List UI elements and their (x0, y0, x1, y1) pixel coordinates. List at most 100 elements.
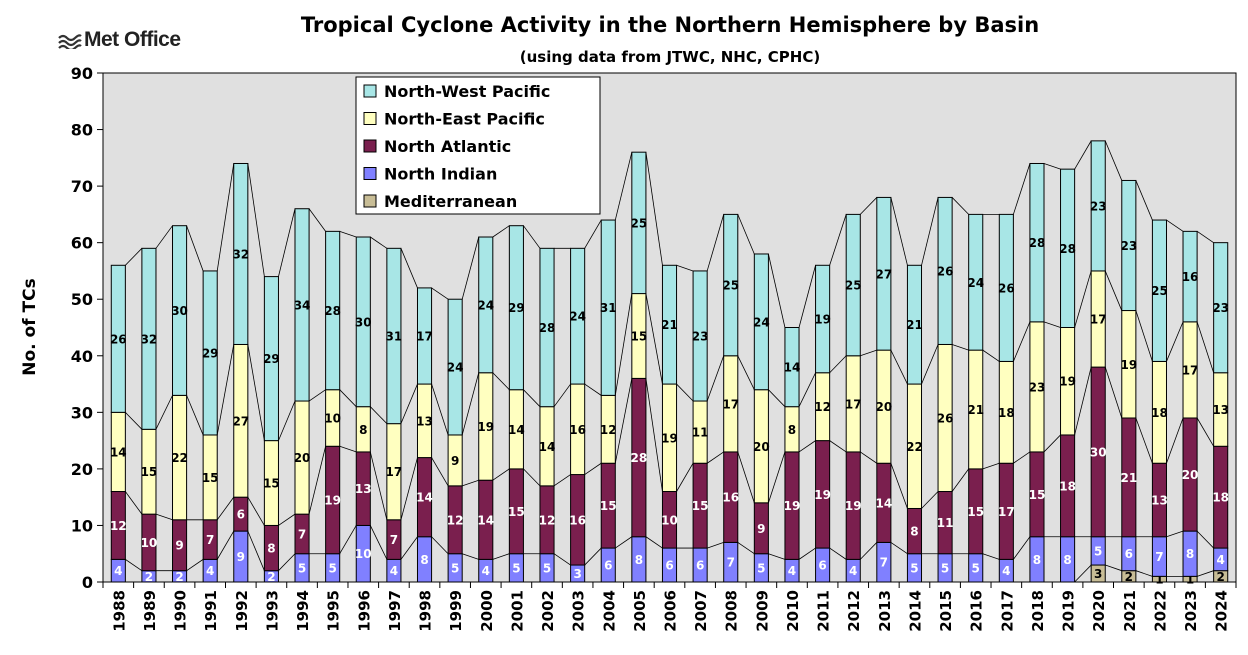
series-connector-line (339, 445, 357, 453)
data-label: 26 (937, 411, 954, 425)
data-label: 19 (1059, 375, 1076, 389)
series-connector-line (860, 349, 877, 357)
series-connector-line (1013, 321, 1031, 362)
data-label: 7 (206, 533, 214, 547)
data-label: 16 (722, 491, 739, 505)
data-label: 23 (1029, 380, 1046, 394)
data-label: 19 (324, 493, 341, 507)
data-label: 17 (1090, 313, 1107, 327)
data-label: 29 (508, 301, 525, 315)
x-tick-label: 2015 (937, 590, 955, 632)
data-label: 2 (1125, 570, 1133, 584)
bar-segment (325, 230, 341, 391)
data-label: 13 (416, 414, 433, 428)
data-label: 15 (202, 471, 219, 485)
bar-segment (508, 225, 524, 391)
x-tick-label: 1988 (110, 590, 128, 632)
series-connector-line (584, 219, 602, 249)
data-label: 24 (447, 361, 464, 375)
data-label: 17 (1182, 363, 1199, 377)
data-label: 18 (1059, 479, 1076, 493)
data-label: 3 (573, 567, 581, 581)
data-label: 19 (477, 420, 494, 434)
data-label: 21 (1120, 471, 1137, 485)
y-tick-label: 0 (82, 573, 93, 592)
series-connector-line (462, 553, 479, 560)
data-label: 8 (267, 542, 275, 556)
data-label: 26 (110, 332, 127, 346)
bar-segment (876, 196, 892, 351)
bar-segment (937, 196, 953, 345)
bar-segment (110, 264, 126, 413)
series-connector-line (1043, 434, 1061, 453)
x-tick-label: 2014 (906, 590, 924, 632)
data-label: 28 (1029, 236, 1046, 250)
data-label: 17 (722, 397, 739, 411)
bar-segment (692, 270, 708, 402)
data-label: 7 (727, 556, 735, 570)
x-tick-label: 1993 (263, 590, 281, 632)
series-connector-line (798, 265, 816, 328)
series-connector-line (951, 468, 969, 492)
series-connector-line (859, 197, 878, 215)
data-label: 6 (696, 559, 704, 573)
series-connector-line (216, 496, 235, 521)
series-connector-line (614, 378, 633, 464)
series-connector-line (1166, 417, 1184, 464)
series-connector-line (706, 451, 724, 464)
series-connector-line (1166, 321, 1184, 362)
data-label: 21 (906, 318, 923, 332)
series-connector-line (645, 536, 663, 549)
data-label: 8 (635, 553, 643, 567)
data-label: 24 (477, 298, 494, 312)
chart-title: Tropical Cyclone Activity in the Norther… (301, 13, 1039, 37)
bar-segment (416, 287, 433, 385)
series-connector-line (614, 152, 633, 221)
series-connector-line (737, 214, 755, 255)
series-connector-line (584, 383, 602, 396)
series-connector-line (921, 197, 939, 266)
data-label: 13 (1151, 493, 1168, 507)
legend-entry: North Atlantic (384, 137, 511, 156)
series-connector-line (584, 547, 602, 566)
series-connector-line (370, 236, 388, 249)
series-connector-line (584, 462, 602, 475)
series-connector-line (1135, 417, 1153, 464)
series-connector-line (829, 214, 847, 266)
data-label: 4 (1002, 564, 1010, 578)
data-label: 22 (171, 451, 188, 465)
series-connector-line (492, 468, 510, 481)
series-connector-line (1074, 366, 1092, 436)
series-connector-line (369, 451, 388, 520)
data-label: 16 (1182, 270, 1199, 284)
data-label: 17 (845, 397, 862, 411)
series-connector-line (982, 553, 1000, 560)
x-tick-label: 1997 (386, 590, 404, 632)
series-connector-line (921, 491, 939, 509)
y-tick-label: 10 (71, 516, 93, 535)
series-connector-line (1074, 140, 1092, 170)
legend-swatch (363, 112, 377, 125)
data-label: 21 (661, 318, 678, 332)
data-label: 10 (324, 411, 341, 425)
series-connector-line (706, 214, 725, 272)
series-connector-line (707, 542, 724, 549)
series-connector-line (706, 355, 725, 402)
data-label: 8 (420, 553, 428, 567)
bar-segment (906, 264, 923, 385)
data-label: 18 (1212, 491, 1229, 505)
bar-segment (294, 208, 310, 402)
data-label: 3 (1094, 567, 1102, 581)
data-label: 1 (1155, 573, 1163, 587)
series-connector-line (125, 491, 143, 515)
series-connector-line (1074, 270, 1092, 328)
series-connector-line (155, 395, 173, 430)
data-label: 12 (110, 519, 127, 533)
series-connector-line (553, 474, 571, 487)
data-label: 1 (1186, 573, 1194, 587)
data-label: 29 (202, 346, 219, 360)
data-label: 20 (294, 451, 311, 465)
series-connector-line (431, 457, 449, 487)
data-label: 15 (1029, 488, 1046, 502)
